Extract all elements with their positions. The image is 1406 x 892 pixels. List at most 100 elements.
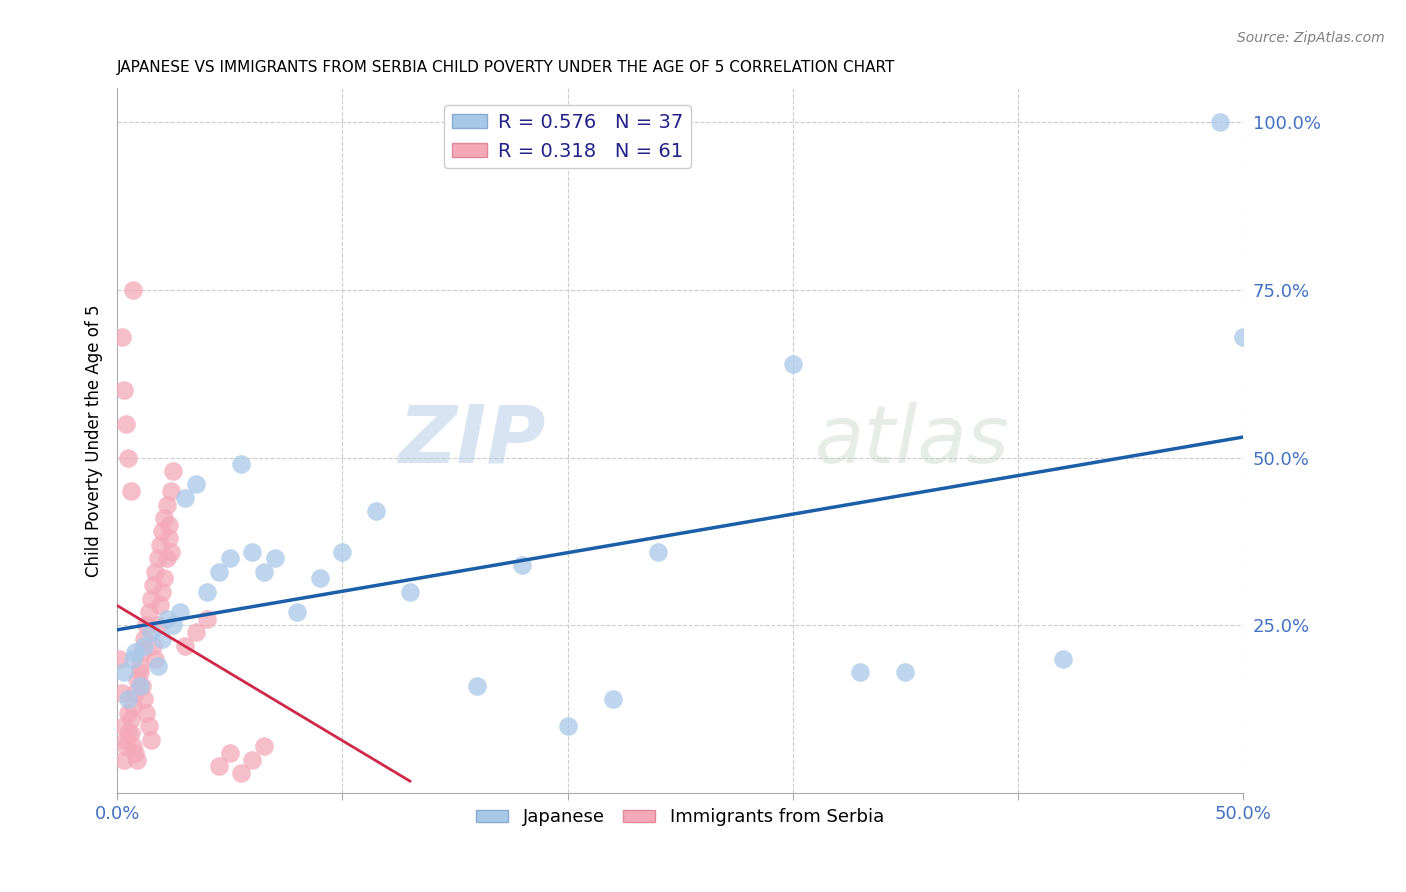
Point (117, 450, 139, 465)
Point (139, 591, 162, 606)
Point (120, 726, 142, 740)
Point (157, 531, 180, 545)
Point (112, 384, 135, 398)
Point (512, 558, 534, 572)
Point (894, 665, 917, 680)
Point (112, 753, 135, 767)
Point (146, 658, 169, 673)
Point (1209, 115, 1232, 129)
Point (156, 551, 179, 566)
Point (157, 517, 180, 532)
Text: JAPANESE VS IMMIGRANTS FROM SERBIA CHILD POVERTY UNDER THE AGE OF 5 CORRELATION : JAPANESE VS IMMIGRANTS FROM SERBIA CHILD… (117, 60, 896, 75)
Point (156, 612, 179, 626)
Point (149, 599, 172, 613)
Point (145, 565, 167, 579)
Point (160, 544, 183, 558)
Point (134, 639, 156, 653)
Point (240, 544, 263, 558)
Point (399, 585, 422, 599)
Point (366, 504, 388, 518)
Point (124, 685, 146, 699)
Text: ZIP: ZIP (398, 401, 546, 480)
Point (252, 565, 274, 579)
Point (124, 746, 146, 760)
Point (467, 679, 489, 693)
Point (128, 665, 150, 680)
Point (120, 713, 142, 727)
Point (195, 585, 218, 599)
Point (111, 685, 134, 699)
Text: Source: ZipAtlas.com: Source: ZipAtlas.com (1237, 31, 1385, 45)
Point (139, 625, 162, 640)
Point (142, 639, 165, 653)
Point (127, 753, 149, 767)
Point (120, 484, 142, 499)
Point (138, 719, 160, 733)
Point (153, 511, 176, 525)
Point (160, 484, 183, 499)
Y-axis label: Child Poverty Under the Age of 5: Child Poverty Under the Age of 5 (86, 304, 103, 577)
Point (173, 491, 195, 505)
Point (131, 645, 153, 659)
Point (1052, 652, 1074, 666)
Point (229, 458, 252, 472)
Legend: Japanese, Immigrants from Serbia: Japanese, Immigrants from Serbia (468, 801, 891, 834)
Point (122, 739, 145, 754)
Point (122, 699, 145, 714)
Point (557, 719, 579, 733)
Point (162, 618, 184, 632)
Point (111, 329, 134, 343)
Point (117, 726, 139, 740)
Point (131, 679, 153, 693)
Point (602, 692, 624, 706)
Point (117, 706, 139, 720)
Point (112, 719, 135, 733)
Text: atlas: atlas (815, 401, 1010, 480)
Point (145, 652, 167, 666)
Point (308, 572, 330, 586)
Point (122, 652, 145, 666)
Point (138, 605, 160, 619)
Point (139, 732, 162, 747)
Point (115, 732, 138, 747)
Point (142, 578, 165, 592)
Point (112, 665, 135, 680)
Point (156, 498, 179, 512)
Point (169, 605, 191, 619)
Point (135, 618, 157, 632)
Point (127, 672, 149, 686)
Point (115, 739, 138, 754)
Point (207, 565, 229, 579)
Point (184, 625, 207, 640)
Point (184, 477, 207, 491)
Point (117, 692, 139, 706)
Point (207, 759, 229, 773)
Point (229, 766, 252, 780)
Point (150, 524, 173, 539)
Point (153, 572, 176, 586)
Point (218, 551, 240, 566)
Point (128, 679, 150, 693)
Point (150, 585, 173, 599)
Point (285, 605, 308, 619)
Point (122, 283, 145, 297)
Point (108, 652, 131, 666)
Point (218, 746, 240, 760)
Point (330, 544, 353, 558)
Point (149, 538, 172, 552)
Point (150, 632, 173, 646)
Point (647, 544, 669, 558)
Point (115, 417, 138, 431)
Point (849, 665, 872, 680)
Point (135, 706, 157, 720)
Point (128, 658, 150, 673)
Point (134, 692, 156, 706)
Point (252, 739, 274, 754)
Point (146, 618, 169, 632)
Point (162, 464, 184, 478)
Point (195, 612, 218, 626)
Point (263, 551, 285, 566)
Point (146, 551, 169, 566)
Point (124, 645, 146, 659)
Point (1232, 329, 1254, 343)
